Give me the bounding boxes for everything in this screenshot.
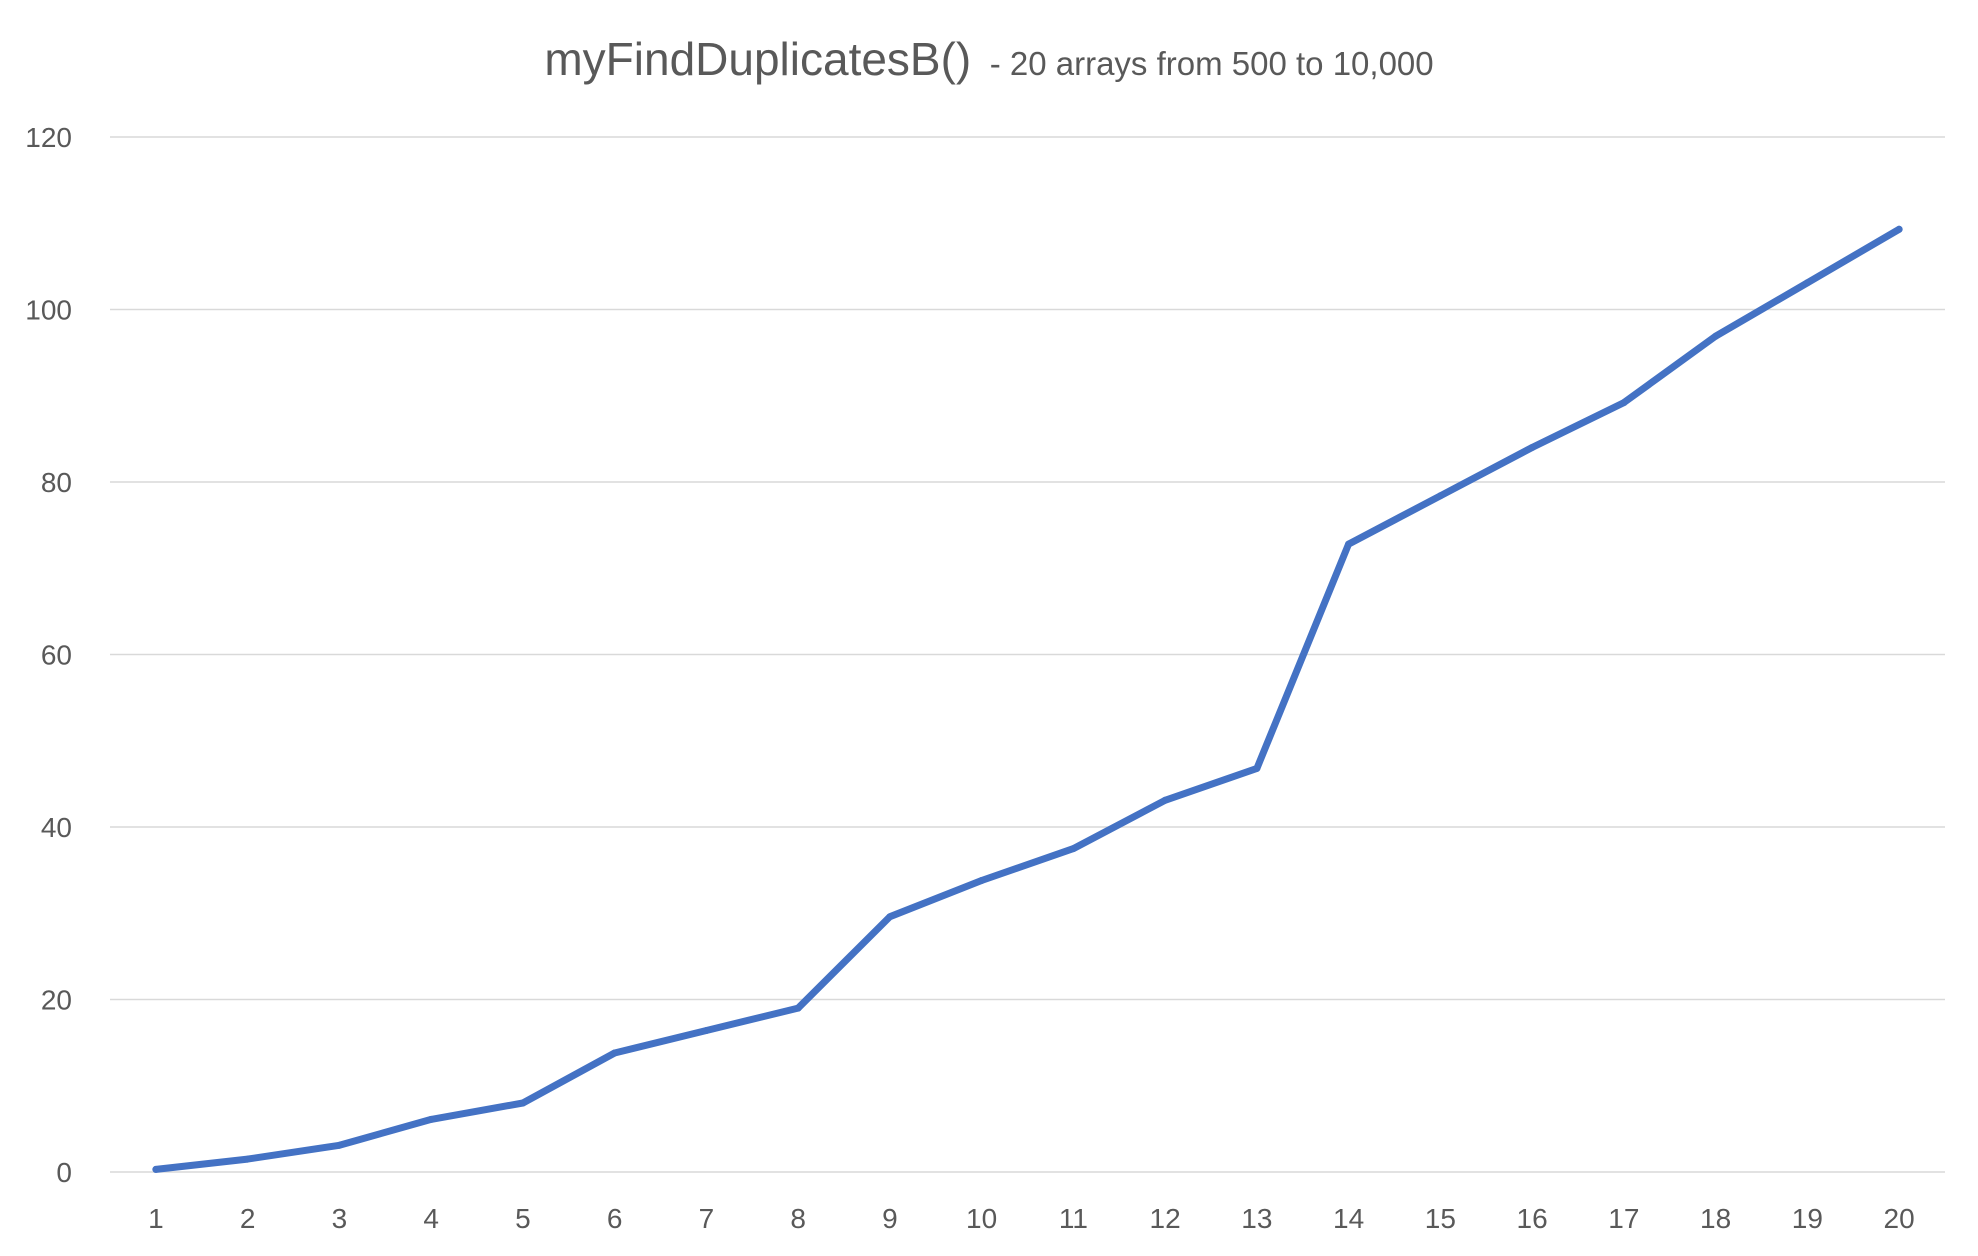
chart-title-main: myFindDuplicatesB() [544, 33, 971, 85]
y-tick-label: 80 [41, 467, 72, 498]
x-tick-label: 1 [148, 1203, 164, 1234]
series-line [152, 225, 1903, 1173]
data-point [1712, 332, 1720, 340]
data-point [1345, 540, 1353, 548]
data-point [1528, 444, 1536, 451]
x-tick-label: 17 [1608, 1203, 1639, 1234]
data-point [1620, 399, 1628, 407]
y-tick-label: 0 [56, 1157, 72, 1188]
y-tick-label: 120 [25, 122, 72, 153]
data-point [886, 913, 894, 921]
x-tick-label: 14 [1333, 1203, 1364, 1234]
data-point [1253, 764, 1261, 772]
x-tick-label: 19 [1792, 1203, 1823, 1234]
x-tick-label: 5 [515, 1203, 531, 1234]
gridlines [110, 136, 1945, 1173]
data-point [519, 1099, 527, 1107]
x-tick-label: 6 [607, 1203, 623, 1234]
x-tick-label: 15 [1425, 1203, 1456, 1234]
x-axis: 1 2 3 4 5 6 7 8 9 10 11 12 13 14 15 16 17 18 19 20 [148, 1203, 1915, 1234]
y-tick-label: 40 [41, 812, 72, 843]
data-point [1436, 492, 1444, 500]
y-tick-label: 20 [41, 985, 72, 1016]
data-point [702, 1027, 710, 1035]
data-point [1895, 225, 1903, 233]
data-point [427, 1115, 435, 1123]
data-point [1069, 845, 1077, 853]
x-tick-label: 11 [1059, 1203, 1088, 1234]
x-tick-label: 8 [790, 1203, 806, 1234]
chart-title: myFindDuplicatesB() - 20 arrays from 500… [544, 33, 1433, 85]
series-group [152, 225, 1903, 1173]
x-tick-label: 20 [1884, 1203, 1915, 1234]
data-point [152, 1165, 160, 1173]
x-tick-label: 13 [1241, 1203, 1272, 1234]
data-point [244, 1155, 252, 1163]
y-axis: 0 20 40 60 80 100 120 [25, 122, 72, 1188]
data-point [335, 1141, 343, 1149]
y-tick-label: 60 [41, 640, 72, 671]
chart-subtitle: - 20 arrays from 500 to 10,000 [990, 45, 1434, 82]
x-tick-label: 18 [1700, 1203, 1731, 1234]
x-tick-label: 10 [966, 1203, 997, 1234]
data-point [611, 1049, 619, 1057]
x-tick-label: 16 [1517, 1203, 1548, 1234]
x-tick-label: 3 [332, 1203, 348, 1234]
x-tick-label: 7 [699, 1203, 715, 1234]
data-point [978, 876, 986, 884]
x-tick-label: 9 [882, 1203, 898, 1234]
data-point [1803, 279, 1811, 287]
x-tick-label: 4 [423, 1203, 439, 1234]
y-tick-label: 100 [25, 295, 72, 326]
data-point [1161, 796, 1169, 804]
x-tick-label: 2 [240, 1203, 256, 1234]
data-point [794, 1004, 802, 1012]
x-tick-label: 12 [1150, 1203, 1181, 1234]
